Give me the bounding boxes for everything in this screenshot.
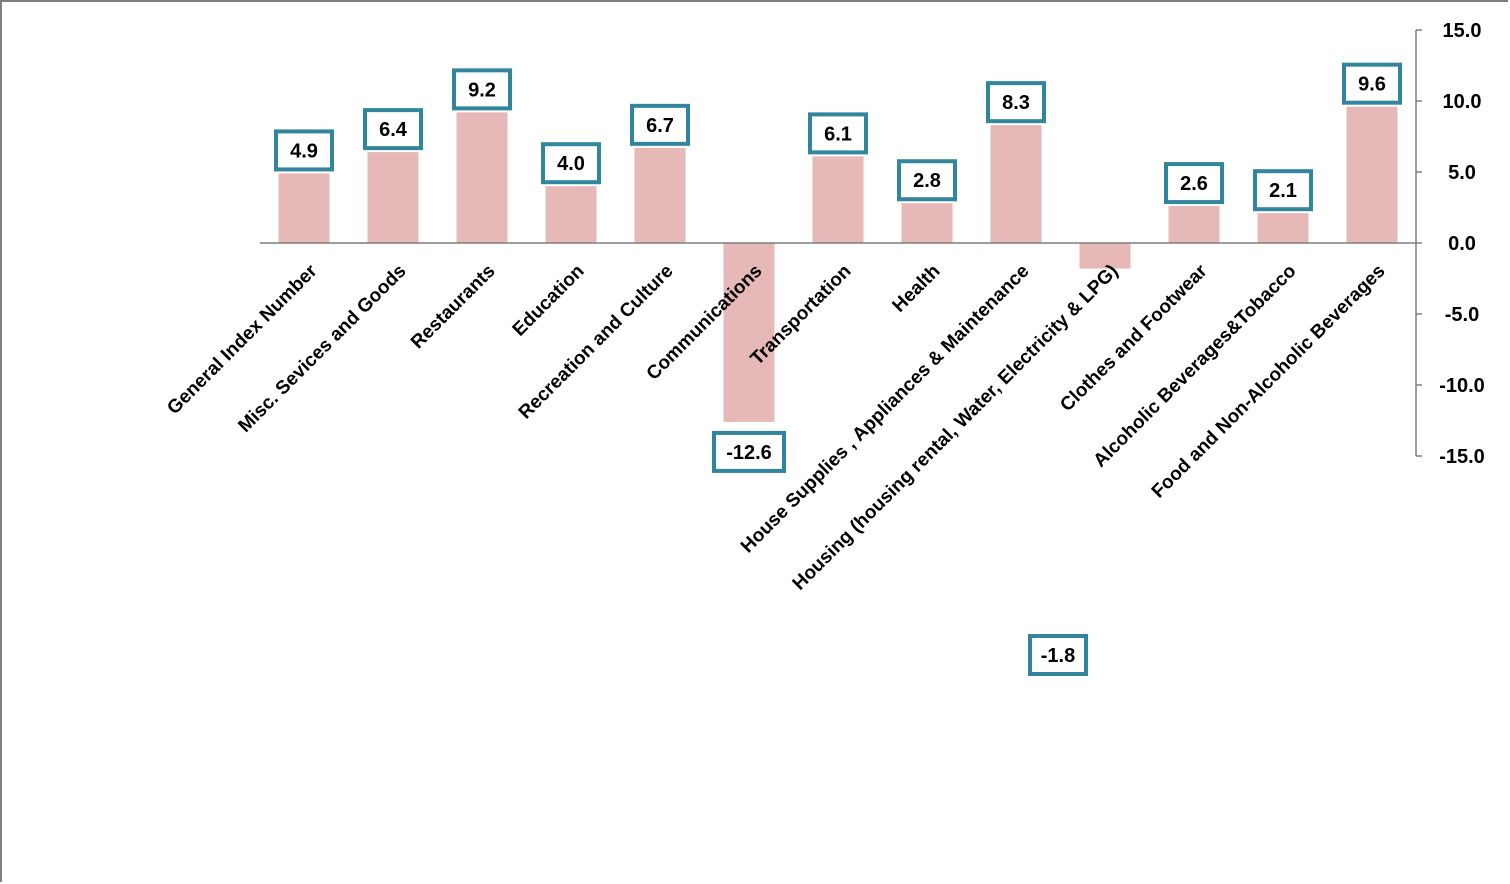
category-label: General Index Number xyxy=(163,260,322,419)
axes-layer: 15.0 10.0 5.0 0.0 -5.0 -10.0 -15.0 xyxy=(260,20,1485,468)
bar xyxy=(545,186,597,243)
bar xyxy=(278,173,330,243)
bar xyxy=(812,156,864,243)
bar xyxy=(990,125,1042,243)
data-label-box xyxy=(1342,62,1402,105)
data-label-box xyxy=(897,159,957,202)
data-label-box xyxy=(363,108,423,151)
data-label: 9.2 xyxy=(468,79,496,101)
bar xyxy=(456,112,508,243)
bar xyxy=(634,147,686,243)
data-label-box xyxy=(1164,162,1224,205)
category-label: Misc. Sevices and Goods xyxy=(234,261,410,437)
category-label: Recreation and Culture xyxy=(515,261,678,424)
data-label: 6.1 xyxy=(824,123,852,145)
data-label-box xyxy=(712,430,786,473)
data-label: 2.6 xyxy=(1180,173,1208,195)
y-tick-label: -10.0 xyxy=(1439,375,1485,397)
data-label-box xyxy=(630,103,690,146)
data-label: 6.4 xyxy=(379,119,408,141)
y-tick-label: 15.0 xyxy=(1443,20,1482,42)
data-label: 4.0 xyxy=(557,153,585,175)
y-tick-label: 10.0 xyxy=(1443,91,1482,113)
data-label: 8.3 xyxy=(1002,92,1030,114)
data-label: -1.8 xyxy=(1041,645,1075,667)
data-labels-layer: 4.9 6.4 9.2 4.0 6.7 -12.6 6.1 2.8 8.3 -1.8 2.6 2.1 9… xyxy=(274,62,1402,676)
bar xyxy=(1079,243,1131,269)
data-label: 4.9 xyxy=(290,140,318,162)
data-label: 9.6 xyxy=(1358,74,1386,96)
data-label: 6.7 xyxy=(646,115,674,137)
bar xyxy=(901,203,953,243)
data-label-box xyxy=(1028,634,1088,676)
category-label: Housing (housing rental, Water, Electric… xyxy=(789,261,1123,595)
y-tick-label: -15.0 xyxy=(1439,446,1485,468)
y-tick-label: 5.0 xyxy=(1448,162,1476,184)
data-label: 2.1 xyxy=(1269,180,1297,202)
bar xyxy=(1257,213,1309,243)
data-label: 2.8 xyxy=(913,170,941,192)
data-label-box xyxy=(986,81,1046,124)
data-label-box xyxy=(1253,169,1313,212)
bar xyxy=(1346,106,1398,244)
bar xyxy=(367,152,419,243)
category-label: Clothes and Footwear xyxy=(1056,260,1212,416)
y-tick-label: -5.0 xyxy=(1445,304,1479,326)
data-label-box xyxy=(541,142,601,185)
data-label-box xyxy=(808,112,868,155)
category-label: Restaurants xyxy=(407,261,500,354)
y-tick-label: 0.0 xyxy=(1448,233,1476,255)
data-label-box xyxy=(452,68,512,111)
data-label: -12.6 xyxy=(726,442,772,464)
bars-layer xyxy=(278,106,1398,422)
category-label: Education xyxy=(509,261,589,341)
category-label: Health xyxy=(889,261,945,317)
bar xyxy=(723,243,775,422)
bar xyxy=(1168,206,1220,243)
data-label-box xyxy=(274,129,334,172)
